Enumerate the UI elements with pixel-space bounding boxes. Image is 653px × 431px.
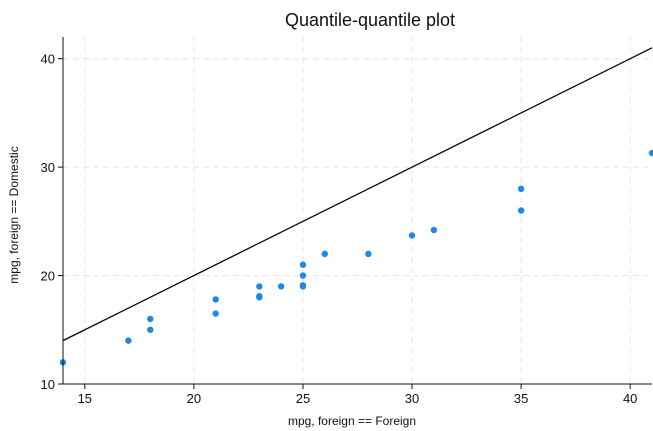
data-point xyxy=(256,283,263,290)
data-point xyxy=(299,272,307,279)
y-tick-label: 10 xyxy=(41,377,55,392)
x-tick-label: 40 xyxy=(623,391,637,406)
data-point xyxy=(212,310,219,317)
data-point xyxy=(277,283,285,290)
data-point xyxy=(321,250,328,258)
x-tick-label: 15 xyxy=(78,391,92,406)
data-point xyxy=(212,296,219,303)
y-axis-label: mpg, foreign == Domestic xyxy=(7,146,21,283)
reference-line-group xyxy=(62,47,653,342)
x-axis-label: mpg, foreign == Foreign xyxy=(288,414,416,428)
data-points xyxy=(59,149,653,366)
data-point xyxy=(256,292,263,300)
data-point xyxy=(517,185,525,193)
y-tick-label: 20 xyxy=(41,269,55,284)
reference-line xyxy=(62,47,653,342)
x-tick-label: 20 xyxy=(187,391,201,406)
data-point xyxy=(147,326,154,333)
chart-title: Quantile-quantile plot xyxy=(285,10,455,30)
data-point xyxy=(408,232,416,239)
axes: 15 20 25 30 35 40 10 20 30 40 xyxy=(41,37,652,406)
y-tick-label: 30 xyxy=(41,160,55,175)
x-tick-label: 25 xyxy=(296,391,310,406)
data-point xyxy=(125,337,132,344)
data-point xyxy=(648,149,653,157)
data-point xyxy=(147,315,154,323)
data-point xyxy=(517,207,525,214)
x-tick-label: 30 xyxy=(405,391,419,406)
x-tick-label: 35 xyxy=(514,391,528,406)
data-point xyxy=(299,261,307,268)
data-point xyxy=(430,226,438,234)
data-point xyxy=(299,282,307,289)
y-tick-label: 40 xyxy=(41,52,55,67)
data-point xyxy=(365,250,372,258)
